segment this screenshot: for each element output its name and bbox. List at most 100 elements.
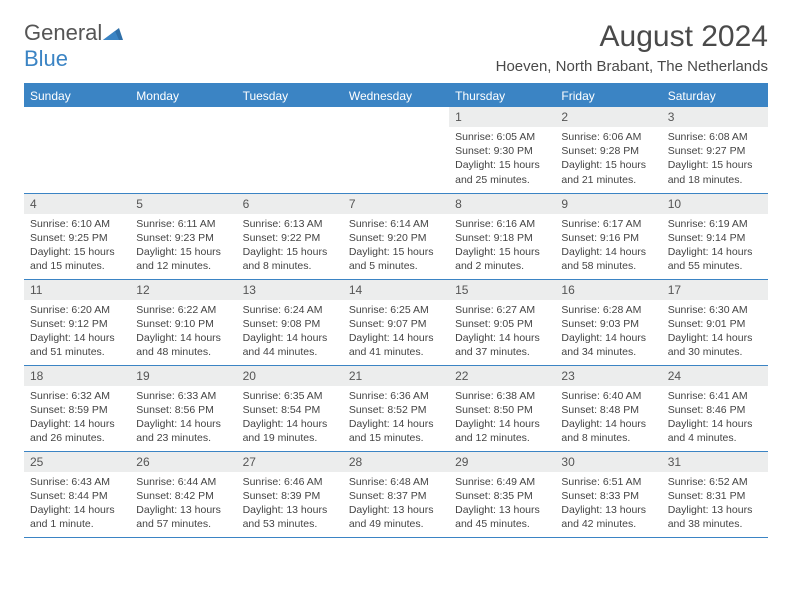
day-details: Sunrise: 6:44 AMSunset: 8:42 PMDaylight:… [130, 472, 236, 536]
day-details: Sunrise: 6:27 AMSunset: 9:05 PMDaylight:… [449, 300, 555, 364]
day-number: 31 [662, 452, 768, 472]
calendar-day-cell [24, 107, 130, 193]
calendar-day-cell: 25Sunrise: 6:43 AMSunset: 8:44 PMDayligh… [24, 451, 130, 537]
calendar-day-cell: 16Sunrise: 6:28 AMSunset: 9:03 PMDayligh… [555, 279, 661, 365]
weekday-header: Wednesday [343, 84, 449, 107]
calendar-day-cell: 14Sunrise: 6:25 AMSunset: 9:07 PMDayligh… [343, 279, 449, 365]
calendar-day-cell: 30Sunrise: 6:51 AMSunset: 8:33 PMDayligh… [555, 451, 661, 537]
day-number: 21 [343, 366, 449, 386]
day-details: Sunrise: 6:22 AMSunset: 9:10 PMDaylight:… [130, 300, 236, 364]
calendar-day-cell: 2Sunrise: 6:06 AMSunset: 9:28 PMDaylight… [555, 107, 661, 193]
calendar-table: SundayMondayTuesdayWednesdayThursdayFrid… [24, 83, 768, 537]
day-number: 1 [449, 107, 555, 127]
calendar-day-cell: 26Sunrise: 6:44 AMSunset: 8:42 PMDayligh… [130, 451, 236, 537]
day-number: 29 [449, 452, 555, 472]
calendar-day-cell: 1Sunrise: 6:05 AMSunset: 9:30 PMDaylight… [449, 107, 555, 193]
day-number: 18 [24, 366, 130, 386]
day-number: 28 [343, 452, 449, 472]
day-number: 15 [449, 280, 555, 300]
day-number: 27 [237, 452, 343, 472]
logo-triangle-icon [103, 20, 123, 46]
calendar-day-cell: 9Sunrise: 6:17 AMSunset: 9:16 PMDaylight… [555, 193, 661, 279]
calendar-day-cell: 19Sunrise: 6:33 AMSunset: 8:56 PMDayligh… [130, 365, 236, 451]
calendar-week-row: 25Sunrise: 6:43 AMSunset: 8:44 PMDayligh… [24, 451, 768, 537]
logo-text: GeneralBlue [24, 20, 123, 72]
day-number: 9 [555, 194, 661, 214]
calendar-week-row: 11Sunrise: 6:20 AMSunset: 9:12 PMDayligh… [24, 279, 768, 365]
weekday-header: Sunday [24, 84, 130, 107]
weekday-header: Thursday [449, 84, 555, 107]
day-number: 14 [343, 280, 449, 300]
day-details: Sunrise: 6:17 AMSunset: 9:16 PMDaylight:… [555, 214, 661, 278]
calendar-day-cell [343, 107, 449, 193]
day-details: Sunrise: 6:25 AMSunset: 9:07 PMDaylight:… [343, 300, 449, 364]
calendar-day-cell: 22Sunrise: 6:38 AMSunset: 8:50 PMDayligh… [449, 365, 555, 451]
month-title: August 2024 [496, 20, 768, 54]
day-number: 20 [237, 366, 343, 386]
day-number: 7 [343, 194, 449, 214]
day-number: 24 [662, 366, 768, 386]
day-number: 17 [662, 280, 768, 300]
calendar-day-cell: 17Sunrise: 6:30 AMSunset: 9:01 PMDayligh… [662, 279, 768, 365]
calendar-week-row: 4Sunrise: 6:10 AMSunset: 9:25 PMDaylight… [24, 193, 768, 279]
calendar-day-cell: 12Sunrise: 6:22 AMSunset: 9:10 PMDayligh… [130, 279, 236, 365]
day-number: 25 [24, 452, 130, 472]
calendar-day-cell: 3Sunrise: 6:08 AMSunset: 9:27 PMDaylight… [662, 107, 768, 193]
calendar-day-cell: 31Sunrise: 6:52 AMSunset: 8:31 PMDayligh… [662, 451, 768, 537]
calendar-day-cell [130, 107, 236, 193]
day-number: 6 [237, 194, 343, 214]
calendar-day-cell: 5Sunrise: 6:11 AMSunset: 9:23 PMDaylight… [130, 193, 236, 279]
day-details: Sunrise: 6:41 AMSunset: 8:46 PMDaylight:… [662, 386, 768, 450]
day-details: Sunrise: 6:52 AMSunset: 8:31 PMDaylight:… [662, 472, 768, 536]
day-details: Sunrise: 6:28 AMSunset: 9:03 PMDaylight:… [555, 300, 661, 364]
day-details: Sunrise: 6:06 AMSunset: 9:28 PMDaylight:… [555, 127, 661, 191]
weekday-header: Tuesday [237, 84, 343, 107]
calendar-day-cell: 20Sunrise: 6:35 AMSunset: 8:54 PMDayligh… [237, 365, 343, 451]
day-details: Sunrise: 6:19 AMSunset: 9:14 PMDaylight:… [662, 214, 768, 278]
calendar-day-cell: 23Sunrise: 6:40 AMSunset: 8:48 PMDayligh… [555, 365, 661, 451]
day-number: 2 [555, 107, 661, 127]
day-number: 4 [24, 194, 130, 214]
logo-general: General [24, 20, 102, 45]
day-details: Sunrise: 6:10 AMSunset: 9:25 PMDaylight:… [24, 214, 130, 278]
calendar-day-cell [237, 107, 343, 193]
day-number: 22 [449, 366, 555, 386]
day-number: 11 [24, 280, 130, 300]
calendar-day-cell: 8Sunrise: 6:16 AMSunset: 9:18 PMDaylight… [449, 193, 555, 279]
day-details: Sunrise: 6:30 AMSunset: 9:01 PMDaylight:… [662, 300, 768, 364]
day-details: Sunrise: 6:40 AMSunset: 8:48 PMDaylight:… [555, 386, 661, 450]
day-number: 16 [555, 280, 661, 300]
weekday-header: Monday [130, 84, 236, 107]
calendar-day-cell: 21Sunrise: 6:36 AMSunset: 8:52 PMDayligh… [343, 365, 449, 451]
day-details: Sunrise: 6:24 AMSunset: 9:08 PMDaylight:… [237, 300, 343, 364]
day-number: 26 [130, 452, 236, 472]
day-details: Sunrise: 6:46 AMSunset: 8:39 PMDaylight:… [237, 472, 343, 536]
logo-blue: Blue [24, 46, 68, 71]
day-number: 12 [130, 280, 236, 300]
weekday-header: Friday [555, 84, 661, 107]
bottom-rule [24, 537, 768, 538]
day-details: Sunrise: 6:14 AMSunset: 9:20 PMDaylight:… [343, 214, 449, 278]
calendar-day-cell: 27Sunrise: 6:46 AMSunset: 8:39 PMDayligh… [237, 451, 343, 537]
day-details: Sunrise: 6:13 AMSunset: 9:22 PMDaylight:… [237, 214, 343, 278]
day-number: 23 [555, 366, 661, 386]
header: GeneralBlue August 2024 Hoeven, North Br… [24, 20, 768, 75]
day-details: Sunrise: 6:38 AMSunset: 8:50 PMDaylight:… [449, 386, 555, 450]
day-details: Sunrise: 6:11 AMSunset: 9:23 PMDaylight:… [130, 214, 236, 278]
calendar-week-row: 1Sunrise: 6:05 AMSunset: 9:30 PMDaylight… [24, 107, 768, 193]
day-details: Sunrise: 6:36 AMSunset: 8:52 PMDaylight:… [343, 386, 449, 450]
title-block: August 2024 Hoeven, North Brabant, The N… [496, 20, 768, 75]
calendar-day-cell: 10Sunrise: 6:19 AMSunset: 9:14 PMDayligh… [662, 193, 768, 279]
day-details: Sunrise: 6:48 AMSunset: 8:37 PMDaylight:… [343, 472, 449, 536]
calendar-day-cell: 29Sunrise: 6:49 AMSunset: 8:35 PMDayligh… [449, 451, 555, 537]
day-details: Sunrise: 6:20 AMSunset: 9:12 PMDaylight:… [24, 300, 130, 364]
logo: GeneralBlue [24, 20, 123, 72]
weekday-header-row: SundayMondayTuesdayWednesdayThursdayFrid… [24, 84, 768, 107]
weekday-header: Saturday [662, 84, 768, 107]
calendar-day-cell: 13Sunrise: 6:24 AMSunset: 9:08 PMDayligh… [237, 279, 343, 365]
day-number: 19 [130, 366, 236, 386]
day-number: 8 [449, 194, 555, 214]
calendar-day-cell: 6Sunrise: 6:13 AMSunset: 9:22 PMDaylight… [237, 193, 343, 279]
day-number: 5 [130, 194, 236, 214]
calendar-day-cell: 15Sunrise: 6:27 AMSunset: 9:05 PMDayligh… [449, 279, 555, 365]
